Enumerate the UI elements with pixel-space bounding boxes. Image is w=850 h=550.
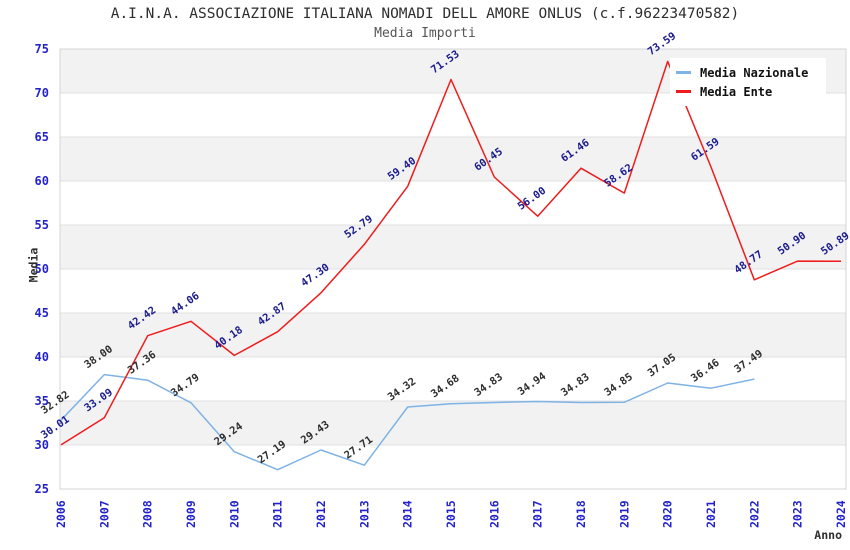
data-label-ente: 56.00 bbox=[516, 185, 549, 213]
x-tick-label: 2021 bbox=[704, 500, 718, 528]
legend: Media Nazionale Media Ente bbox=[670, 58, 826, 106]
plot-band bbox=[60, 137, 846, 181]
x-tick-label: 2019 bbox=[617, 500, 631, 528]
x-tick-label: 2018 bbox=[574, 500, 588, 528]
x-tick-label: 2015 bbox=[444, 500, 458, 528]
x-tick-label: 2024 bbox=[834, 500, 848, 528]
y-tick-label: 30 bbox=[35, 438, 49, 452]
x-tick-label: 2012 bbox=[314, 500, 328, 528]
x-tick-label: 2022 bbox=[747, 500, 761, 528]
data-label-nazionale: 34.94 bbox=[516, 370, 549, 398]
x-tick-label: 2009 bbox=[184, 500, 198, 528]
series-line-nazionale bbox=[60, 373, 755, 471]
x-axis-title: Anno bbox=[814, 528, 842, 542]
x-tick-label: 2013 bbox=[357, 500, 371, 528]
data-label-nazionale: 34.85 bbox=[602, 371, 635, 399]
x-tick-label: 2014 bbox=[401, 500, 415, 528]
y-tick-label: 65 bbox=[35, 130, 49, 144]
x-tick-label: 2008 bbox=[141, 500, 155, 528]
chart-subtitle: Media Importi bbox=[374, 26, 476, 41]
y-tick-label: 35 bbox=[35, 394, 49, 408]
data-label-nazionale: 34.83 bbox=[472, 371, 505, 399]
plot-border bbox=[59, 48, 847, 490]
y-tick-label: 40 bbox=[35, 350, 49, 364]
data-label-nazionale: 34.79 bbox=[169, 371, 202, 399]
plot-band bbox=[60, 313, 846, 357]
x-tick-label: 2020 bbox=[661, 500, 675, 528]
chart-title: A.I.N.A. ASSOCIAZIONE ITALIANA NOMADI DE… bbox=[110, 6, 740, 22]
y-tick-label: 70 bbox=[35, 86, 49, 100]
legend-item-ente: Media Ente bbox=[676, 82, 822, 101]
y-tick-label: 45 bbox=[35, 306, 49, 320]
y-tick-label: 60 bbox=[35, 174, 49, 188]
data-label-nazionale: 34.32 bbox=[386, 376, 419, 404]
data-label-nazionale: 34.83 bbox=[559, 371, 592, 399]
x-tick-label: 2016 bbox=[487, 500, 501, 528]
x-tick-label: 2007 bbox=[97, 500, 111, 528]
x-tick-label: 2017 bbox=[531, 500, 545, 528]
plot-band bbox=[60, 401, 846, 445]
y-axis-title: Media bbox=[26, 247, 41, 283]
legend-item-nazionale: Media Nazionale bbox=[676, 63, 822, 82]
nazionale-legend-label: Media Nazionale bbox=[700, 65, 809, 80]
series-line-ente bbox=[60, 60, 842, 446]
y-tick-label: 75 bbox=[35, 42, 49, 56]
data-label-nazionale: 36.46 bbox=[689, 357, 722, 385]
ente-line-swatch bbox=[676, 90, 691, 93]
ente-legend-label: Media Ente bbox=[700, 84, 773, 99]
x-tick-label: 2011 bbox=[271, 500, 285, 528]
x-tick-label: 2023 bbox=[791, 500, 805, 528]
y-tick-label: 25 bbox=[35, 482, 49, 496]
x-tick-label: 2010 bbox=[227, 500, 241, 528]
plot-band bbox=[60, 225, 846, 269]
y-tick-label: 55 bbox=[35, 218, 49, 232]
x-tick-label: 2006 bbox=[54, 500, 68, 528]
data-label-nazionale: 34.68 bbox=[429, 372, 462, 400]
nazionale-line-swatch bbox=[676, 71, 691, 74]
y-tick-label: 50 bbox=[35, 262, 49, 276]
